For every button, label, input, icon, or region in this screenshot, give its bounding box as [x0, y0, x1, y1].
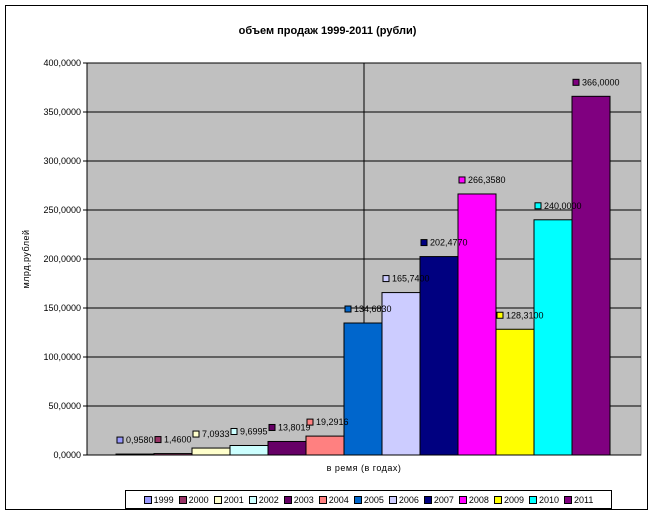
legend-item-1999: 1999 — [143, 494, 174, 505]
bar-2002 — [229, 444, 269, 456]
data-label-2001: 7,0933 — [202, 429, 230, 439]
bar-2004 — [305, 435, 345, 456]
data-label-2008: 266,3580 — [468, 175, 506, 185]
bar-2007 — [419, 256, 459, 456]
legend-swatch — [458, 495, 467, 504]
legend-label: 2005 — [363, 494, 384, 505]
data-label-2007: 202,4770 — [430, 238, 468, 248]
legend-label: 2007 — [433, 494, 454, 505]
data-label-key-2009 — [496, 311, 504, 319]
legend-swatch — [283, 495, 292, 504]
legend-label: 2010 — [538, 494, 559, 505]
legend-swatch — [143, 495, 152, 504]
y-tick-label: 250,0000 — [43, 205, 81, 215]
legend-item-2002: 2002 — [248, 494, 279, 505]
data-label-key-2008 — [458, 176, 466, 184]
y-tick-label: 100,0000 — [43, 352, 81, 362]
data-label-key-2003 — [268, 423, 276, 431]
bar-2006 — [381, 292, 421, 456]
legend-label: 2004 — [328, 494, 349, 505]
data-label-key-2006 — [382, 275, 390, 283]
legend-label: 2008 — [468, 494, 489, 505]
y-tick-label: 400,0000 — [43, 58, 81, 68]
data-label-key-1999 — [116, 436, 124, 444]
legend-swatch — [318, 495, 327, 504]
y-tick-label: 150,0000 — [43, 303, 81, 313]
bar-2001 — [191, 447, 231, 456]
legend-item-2007: 2007 — [423, 494, 454, 505]
data-label-key-2002 — [230, 427, 238, 435]
legend-label: 2000 — [188, 494, 209, 505]
legend-label: 2009 — [503, 494, 524, 505]
data-label-key-2000 — [154, 436, 162, 444]
data-label-2000: 1,4600 — [164, 435, 192, 445]
legend-item-2008: 2008 — [458, 494, 489, 505]
legend-item-2004: 2004 — [318, 494, 349, 505]
x-axis-title: в ремя (в годах) — [327, 463, 402, 473]
legend-swatch — [564, 495, 572, 504]
data-label-1999: 0,9580 — [126, 435, 154, 445]
data-label-2006: 165,7400 — [392, 274, 430, 284]
legend-swatch — [528, 495, 537, 504]
legend-swatch — [423, 495, 432, 504]
chart-legend: 1999 2000 2001 2002 2003 2004 2005 2006 2007 2008… — [125, 490, 612, 509]
legend-swatch — [248, 495, 257, 504]
legend-item-2000: 2000 — [178, 494, 209, 505]
legend-label: 1999 — [153, 494, 174, 505]
y-tick-label: 0,0000 — [53, 450, 81, 460]
data-label-key-2004 — [306, 418, 314, 426]
data-label-2010: 240,0000 — [544, 201, 582, 211]
chart-title: объем продаж 1999-2011 (рубли) — [238, 25, 417, 37]
legend-item-2006: 2006 — [388, 494, 419, 505]
legend-item-2005: 2005 — [353, 494, 384, 505]
data-label-key-2005 — [344, 305, 352, 313]
legend-item-2003: 2003 — [283, 494, 314, 505]
bar-2003 — [267, 440, 307, 456]
legend-swatch — [493, 495, 502, 504]
y-axis-title: млрд.рублей — [21, 229, 31, 288]
chart-frame: объем продаж 1999-2011 (рубли) 0,0000 50,… — [5, 5, 648, 510]
data-label-2004: 19,2916 — [316, 417, 349, 427]
data-label-2011: 366,0000 — [582, 77, 620, 87]
legend-label: 2002 — [258, 494, 279, 505]
legend-swatch — [178, 495, 187, 504]
data-label-key-2001 — [192, 430, 200, 438]
data-label-key-2010 — [534, 202, 542, 210]
bar-2009 — [495, 328, 535, 456]
data-label-2005: 134,6830 — [354, 304, 392, 314]
legend-label: 2011 — [574, 494, 594, 505]
data-label-2003: 13,8019 — [278, 422, 311, 432]
legend-item-2010: 2010 — [528, 494, 559, 505]
bar-2008 — [457, 193, 497, 456]
data-label-key-2011 — [572, 78, 580, 86]
y-tick-label: 350,0000 — [43, 107, 81, 117]
legend-item-2001: 2001 — [213, 494, 244, 505]
data-label-2009: 128,3100 — [506, 310, 544, 320]
legend-swatch — [388, 495, 397, 504]
legend-label: 2003 — [293, 494, 314, 505]
legend-swatch — [213, 495, 222, 504]
bar-2005 — [343, 322, 383, 456]
legend-label: 2001 — [223, 494, 244, 505]
chart-plot: 0,0000 50,0000 100,0000 150,0000 200,0000 250… — [21, 58, 642, 473]
bar-2011 — [571, 95, 611, 456]
bar-2010 — [533, 219, 573, 456]
legend-item-2011: 2011 — [564, 495, 593, 505]
data-label-key-2007 — [420, 239, 428, 247]
y-tick-label: 50,0000 — [48, 401, 81, 411]
legend-item-2009: 2009 — [493, 494, 524, 505]
data-label-2002: 9,6995 — [240, 426, 268, 436]
y-tick-label: 300,0000 — [43, 156, 81, 166]
legend-label: 2006 — [398, 494, 419, 505]
y-tick-label: 200,0000 — [43, 254, 81, 264]
legend-swatch — [353, 495, 362, 504]
